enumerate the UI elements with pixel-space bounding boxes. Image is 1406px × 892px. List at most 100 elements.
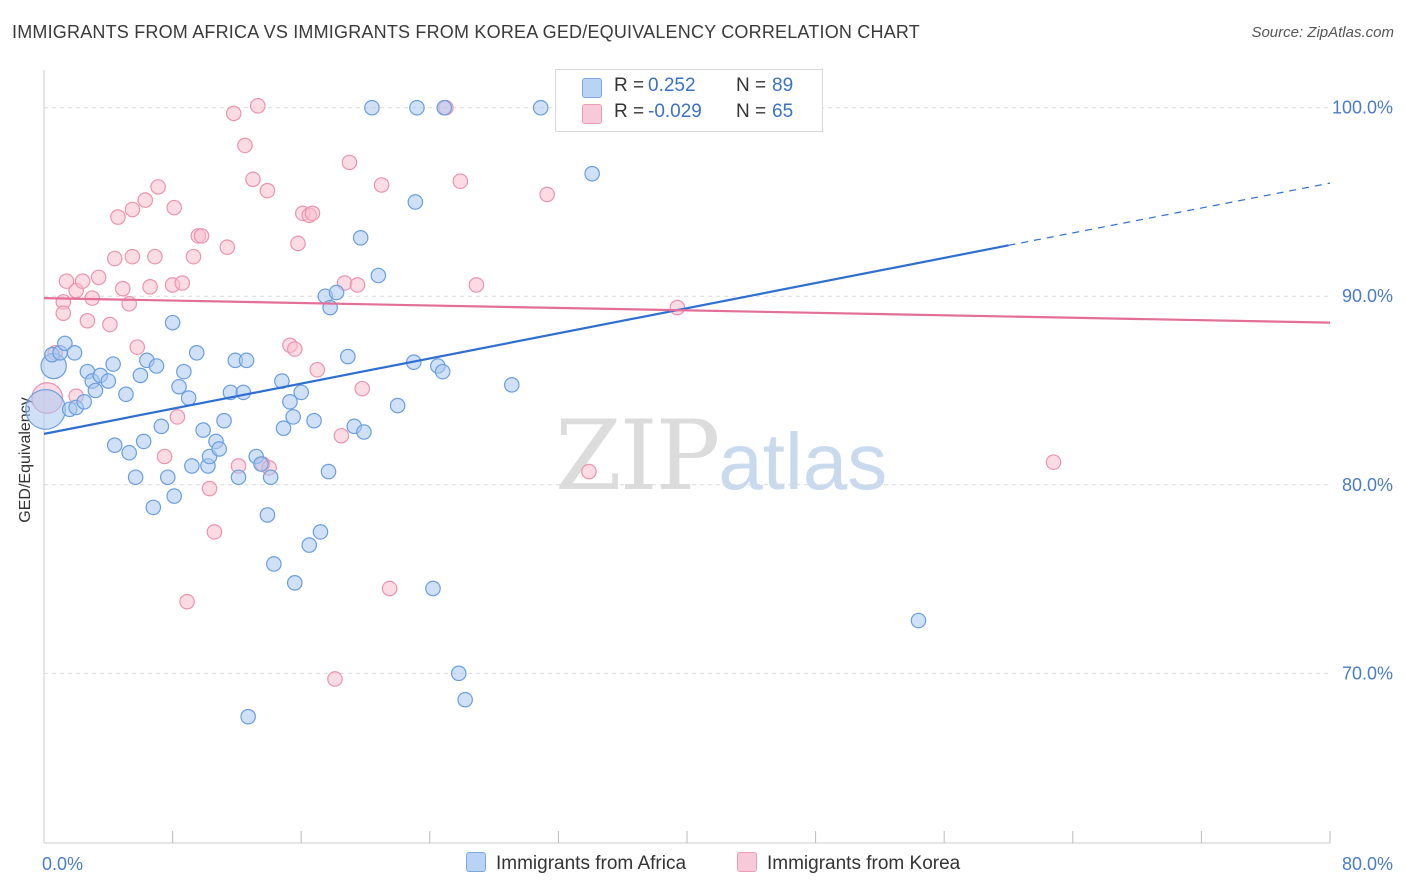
- legend-n-label: N =: [736, 75, 767, 96]
- africa-point: [230, 469, 247, 486]
- chart-title: IMMIGRANTS FROM AFRICA VS IMMIGRANTS FRO…: [12, 22, 920, 42]
- africa-point: [503, 377, 520, 393]
- watermark-atlas: atlas: [718, 417, 888, 506]
- korea-point: [373, 177, 390, 193]
- korea-point: [259, 182, 276, 199]
- korea-point: [106, 250, 123, 267]
- legend-n-value-africa: 89: [772, 75, 794, 96]
- africa-point: [293, 384, 309, 401]
- korea-point: [333, 427, 350, 444]
- africa-point: [164, 314, 181, 331]
- legend-r-label: R =: [614, 75, 645, 96]
- korea-point: [102, 316, 118, 333]
- korea-point: [327, 671, 343, 687]
- correlation-legend: R = 0.252 N = 89 R = -0.029 N = 65: [555, 69, 823, 132]
- korea-point: [201, 480, 218, 497]
- korea-point: [452, 173, 469, 190]
- africa-point: [436, 99, 453, 116]
- bottom-legend-label-africa: Immigrants from Africa: [496, 853, 687, 874]
- africa-point: [238, 352, 255, 369]
- africa-point: [340, 348, 356, 365]
- africa-point: [153, 418, 170, 435]
- y-tick-label: 70.0%: [1342, 663, 1393, 683]
- korea-point: [124, 248, 141, 265]
- korea-point: [174, 275, 191, 291]
- korea-point: [110, 209, 126, 225]
- africa-point: [425, 580, 441, 597]
- africa-point: [285, 409, 301, 425]
- africa-point: [166, 488, 183, 504]
- africa-point: [364, 99, 380, 116]
- x-tick-label-min: 0.0%: [42, 854, 83, 874]
- bottom-legend-swatch-korea: [737, 852, 757, 872]
- africa-point: [127, 469, 144, 486]
- africa-point: [301, 537, 318, 553]
- africa-point: [145, 499, 162, 516]
- africa-point: [450, 665, 467, 682]
- korea-point: [166, 199, 183, 216]
- africa-point: [320, 463, 337, 480]
- africa-point: [148, 358, 165, 374]
- korea-point: [341, 154, 358, 171]
- africa-point: [87, 382, 104, 399]
- legend-r-label: R =: [614, 101, 645, 122]
- africa-point: [910, 612, 927, 629]
- africa-point: [407, 194, 424, 210]
- africa-point: [532, 99, 549, 116]
- africa-point: [171, 378, 187, 395]
- trend-lines: [43, 182, 1331, 435]
- korea-point: [114, 280, 131, 297]
- africa-point: [266, 556, 282, 572]
- africa-point: [105, 356, 121, 372]
- korea-point: [349, 277, 366, 293]
- korea-point: [290, 235, 306, 252]
- korea-point: [286, 341, 303, 357]
- africa-point: [180, 390, 197, 406]
- tick-labels: 70.0% 80.0% 90.0% 100.0% 0.0% 80.0%: [42, 98, 1393, 874]
- africa-point: [100, 373, 117, 389]
- korea-point: [219, 239, 236, 256]
- y-tick-label: 100.0%: [1332, 98, 1393, 118]
- y-tick-label: 80.0%: [1342, 475, 1393, 495]
- korea-point: [129, 339, 146, 355]
- korea-point: [90, 269, 107, 286]
- legend-r-value-africa: 0.252: [648, 75, 696, 96]
- bottom-legend-africa: Immigrants from Africa: [466, 852, 686, 875]
- africa-point: [282, 394, 298, 410]
- africa-point: [306, 412, 322, 429]
- korea-point: [58, 273, 75, 289]
- korea-point: [309, 361, 326, 378]
- africa-point: [370, 267, 387, 284]
- africa-point: [262, 469, 279, 486]
- africa-point: [188, 345, 205, 361]
- chart-source: Source: ZipAtlas.com: [1251, 24, 1394, 41]
- korea-point: [249, 98, 266, 114]
- africa-point: [253, 456, 269, 472]
- watermark: ZIPatlas: [555, 400, 887, 512]
- bottom-legend-swatch-africa: [466, 852, 486, 872]
- africa-point: [328, 284, 345, 301]
- africa-point: [76, 394, 92, 410]
- series-africa-points: [25, 99, 927, 725]
- legend-swatch-africa: [582, 78, 602, 98]
- africa-point: [216, 412, 232, 429]
- watermark-zip: ZIP: [555, 400, 720, 512]
- korea-point: [55, 305, 72, 322]
- africa-point: [235, 384, 252, 401]
- korea-point: [206, 524, 223, 540]
- africa-point: [312, 524, 329, 540]
- korea-point: [169, 409, 186, 425]
- africa-point: [409, 99, 425, 116]
- korea-point: [225, 105, 242, 122]
- africa-point: [584, 165, 600, 182]
- korea-point: [669, 299, 686, 316]
- africa-point: [275, 420, 292, 437]
- legend-swatch-korea: [582, 104, 602, 124]
- korea-point: [79, 312, 96, 329]
- africa-point: [259, 507, 276, 523]
- trend-line-africa: [43, 244, 1009, 435]
- y-tick-label: 90.0%: [1342, 286, 1393, 306]
- africa-point: [389, 397, 406, 414]
- africa-point: [106, 437, 123, 453]
- africa-point: [135, 433, 152, 450]
